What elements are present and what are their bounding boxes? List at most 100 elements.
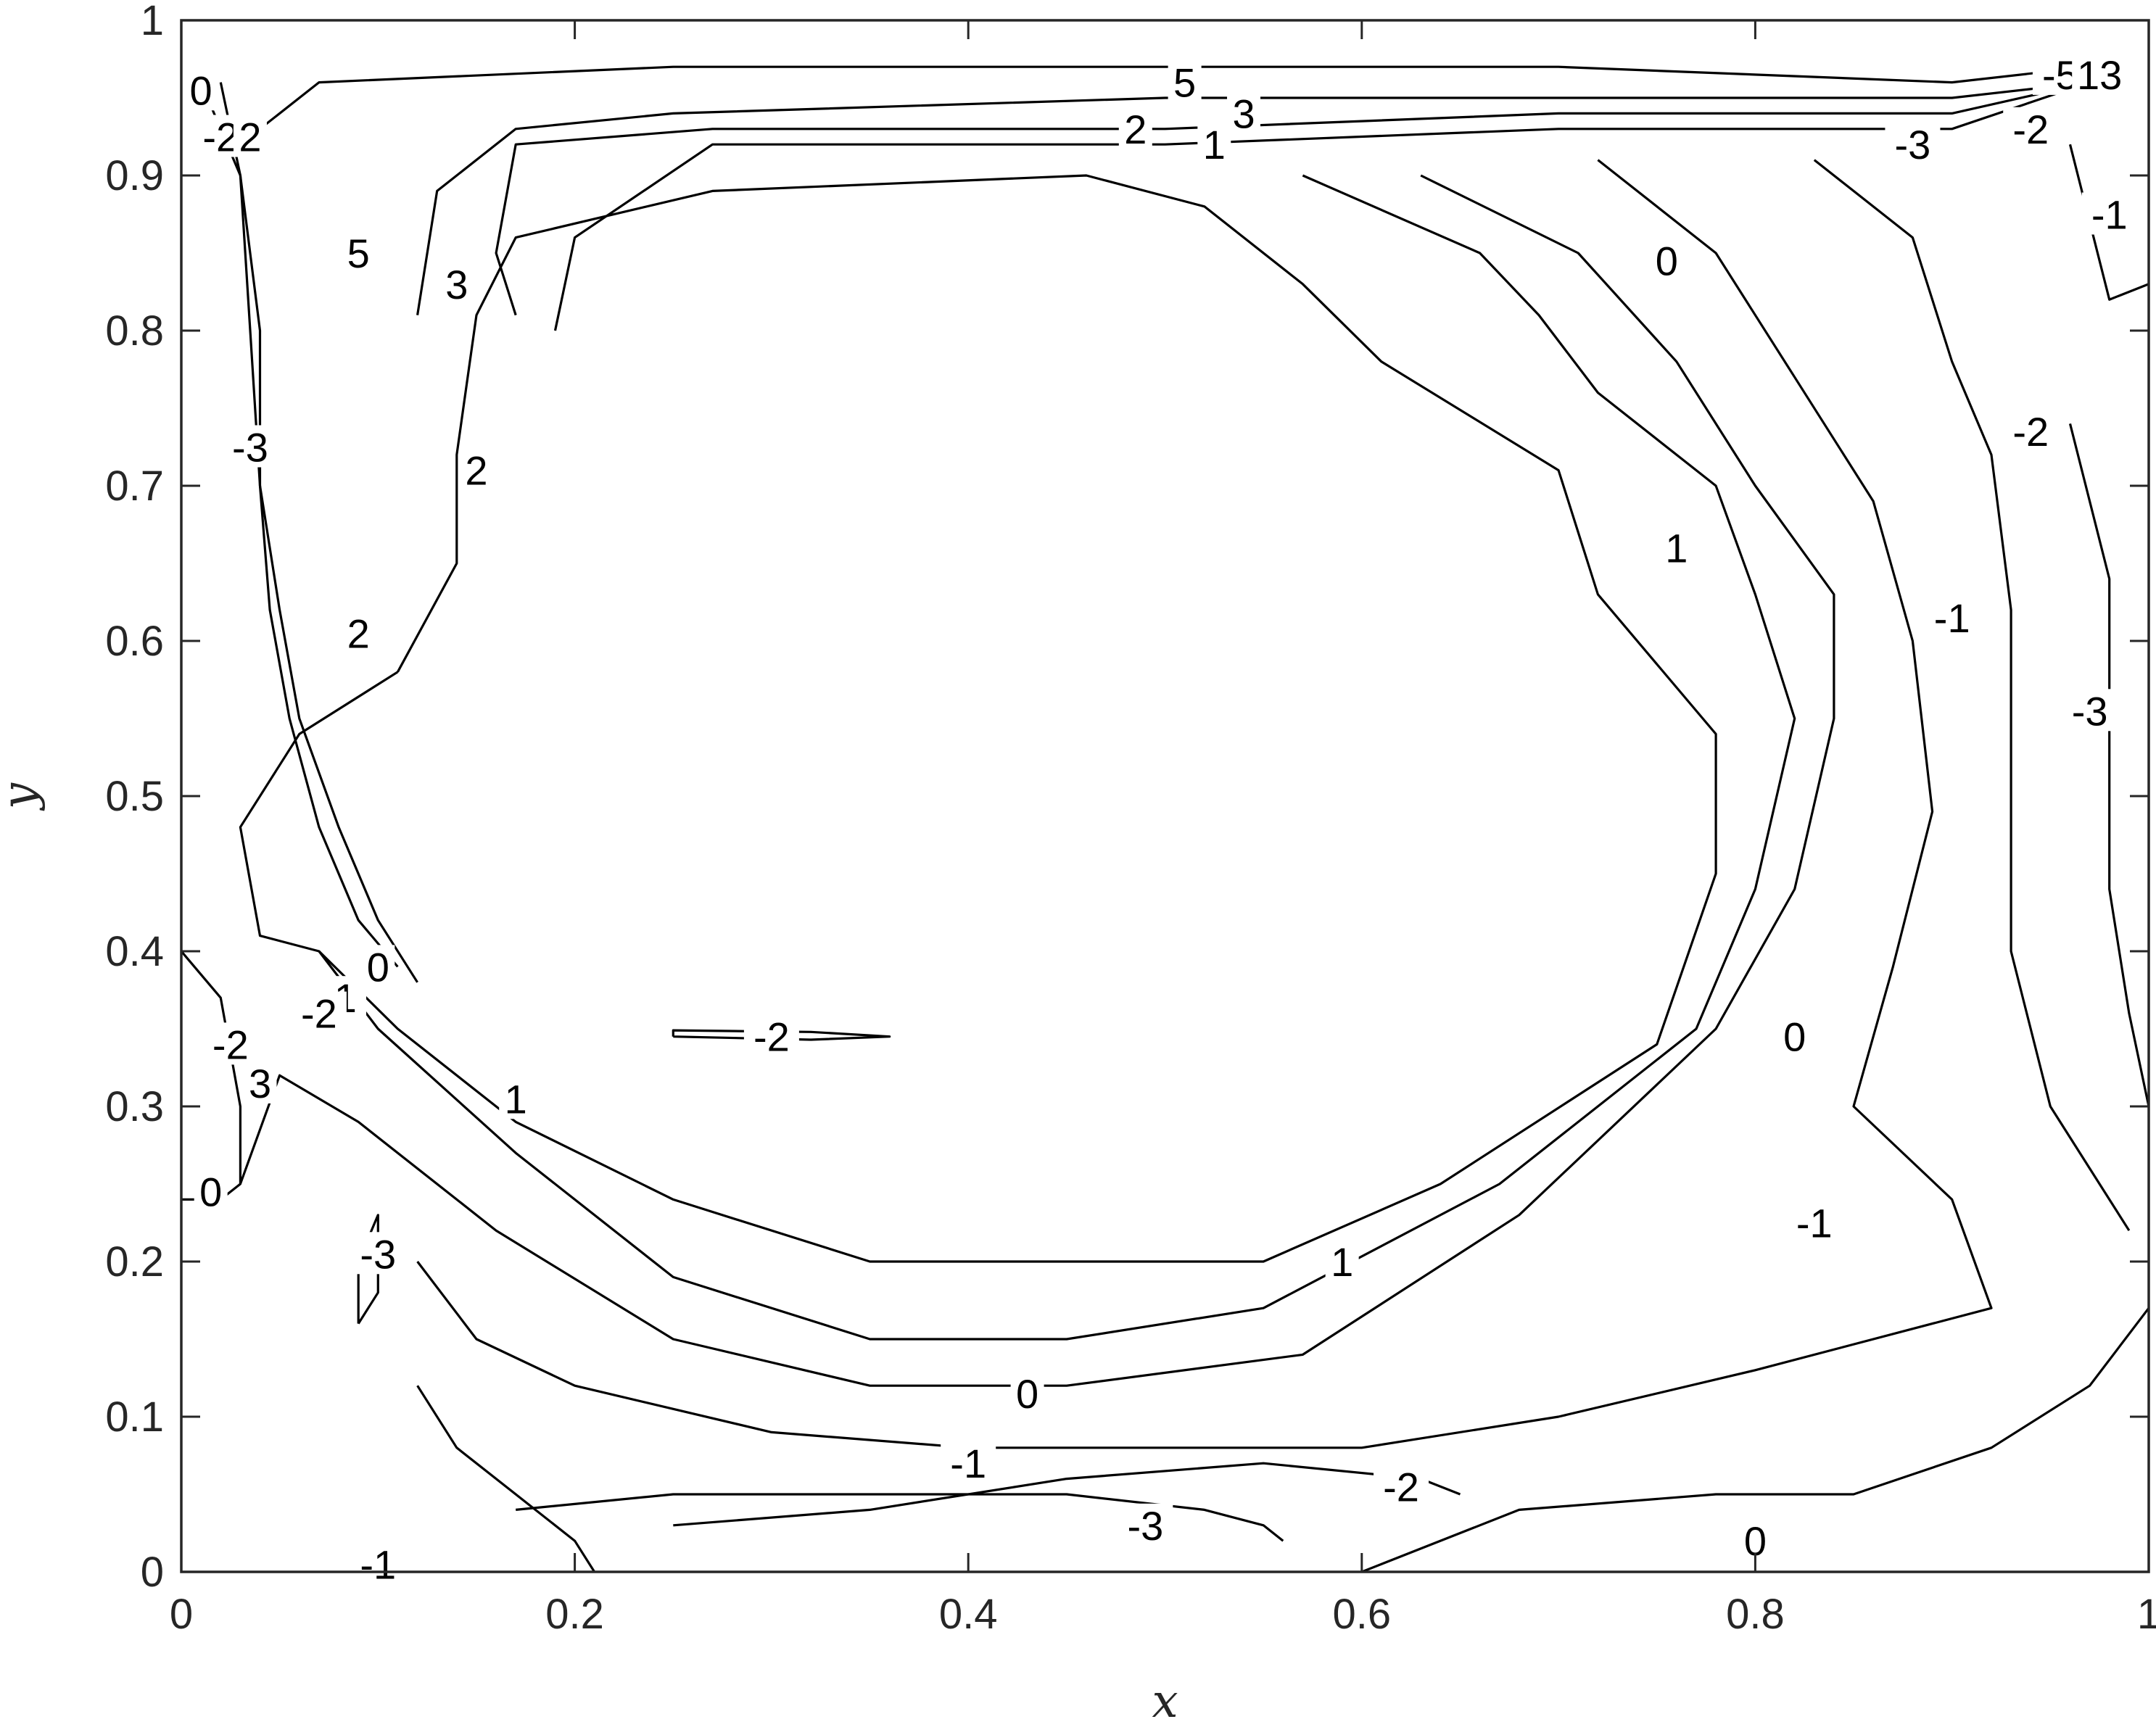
contour-level-label: -1	[2091, 192, 2128, 238]
contour-label-background	[743, 1014, 799, 1057]
contour-label-background	[1885, 123, 1941, 165]
contour-level-label: 3	[445, 262, 468, 307]
contour-level-label: 5	[1173, 60, 1196, 106]
contour-label-background	[1786, 1201, 1842, 1243]
contour-level-label: -3	[1895, 122, 1931, 167]
contour-level-label: 13	[2077, 52, 2122, 98]
y-tick-label: 0.9	[105, 152, 164, 199]
x-tick-label: 0.6	[1332, 1591, 1391, 1638]
contour-line	[495, 81, 2090, 316]
contour-level-label: 2	[465, 448, 487, 494]
contour-level-label: 0	[1016, 1371, 1038, 1417]
contour-line	[239, 174, 1835, 1387]
contour-level-label: 1	[1331, 1239, 1353, 1285]
x-tick-label: 0.2	[545, 1591, 604, 1638]
contour-level-label: -2	[1383, 1464, 1419, 1510]
contour-label-background	[1325, 1240, 1359, 1282]
y-tick-label: 0.2	[105, 1238, 164, 1285]
contour-label-background	[2003, 107, 2059, 149]
contour-level-label: -2	[753, 1014, 790, 1060]
contour-level-label: 1	[1203, 122, 1226, 167]
contour-level-label: -3	[360, 1231, 396, 1277]
x-tick-label: 1	[2137, 1591, 2156, 1638]
contour-line	[357, 1214, 379, 1325]
contour-line	[1813, 159, 2131, 1232]
contour-line	[259, 65, 2090, 131]
x-tick-label: 0	[170, 1591, 193, 1638]
contour-label-background	[2072, 52, 2128, 95]
contour-label-background	[2003, 410, 2059, 452]
contour-level-label: 1	[505, 1076, 527, 1122]
contour-line	[516, 1493, 1284, 1542]
contour-label-background	[1010, 1371, 1044, 1414]
contour-level-label: -2	[301, 991, 337, 1037]
contour-line	[553, 81, 2091, 331]
contour-level-label: 2	[1124, 107, 1147, 152]
contour-label-background	[350, 1542, 406, 1585]
contour-level-label: -2	[2012, 107, 2049, 152]
contour-level-label: -3	[232, 425, 268, 471]
contour-label-background	[291, 991, 347, 1034]
contour-level-label: 0	[367, 944, 389, 990]
contour-label-background	[342, 231, 376, 273]
contour-level-label: -3	[2072, 688, 2108, 734]
contour-line	[2068, 423, 2150, 1107]
contour-label-background	[1924, 595, 1980, 638]
y-tick-label: 1	[141, 0, 164, 44]
contour-label-background	[1118, 107, 1152, 149]
contour-label-background	[233, 115, 267, 157]
contour-line	[416, 81, 2090, 315]
contour-label-background	[243, 1061, 277, 1103]
contour-label-background	[184, 68, 218, 111]
contour-line	[2068, 144, 2149, 301]
contour-label-background	[1227, 91, 1261, 134]
contour-level-label: -1	[950, 1441, 986, 1486]
x-axis-label: x	[1152, 1675, 1178, 1728]
contour-level-label: -2	[212, 1022, 249, 1067]
y-axis-label: y	[0, 782, 46, 811]
contour-label-background	[2062, 689, 2118, 732]
contour-level-label: -3	[1127, 1503, 1163, 1549]
contour-line	[199, 81, 399, 968]
contour-label-background	[1374, 1465, 1429, 1507]
contour-label-background	[2081, 192, 2137, 235]
contour-line	[416, 159, 1993, 1449]
contour-label-background	[1118, 1503, 1173, 1546]
contour-label-background	[499, 1077, 533, 1119]
contour-level-label: 1	[1665, 526, 1688, 571]
y-tick-label: 0.7	[105, 463, 164, 510]
contour-label-background	[439, 262, 474, 305]
contour-level-label: -2	[202, 115, 239, 160]
axis-ticks: 0 0.2 0.4 0.6 0.8 100.10.20.30.40.50.60.70.80…	[105, 0, 2156, 1638]
contour-level-label: 3	[249, 1061, 271, 1106]
contour-label-background	[202, 1022, 258, 1065]
contour-level-label: 2	[347, 610, 370, 656]
contour-label-background	[1197, 123, 1231, 165]
contour-label-background	[361, 945, 395, 987]
contour-line	[318, 174, 1796, 1341]
contour-level-label: 5	[347, 231, 370, 276]
contour-level-label: 0	[1656, 239, 1678, 284]
contour-level-label: 0	[1783, 1014, 1806, 1060]
contour-line	[219, 82, 418, 983]
contour-level-label: -1	[360, 1541, 396, 1587]
y-tick-label: 0.4	[105, 928, 164, 975]
contour-label-background	[1168, 60, 1202, 103]
contour-label-background	[1659, 526, 1693, 568]
contour-level-label: 0	[190, 67, 212, 113]
contour-line	[416, 1385, 596, 1573]
y-tick-label: 0.1	[105, 1394, 164, 1441]
contour-label-background	[1650, 239, 1684, 281]
contour-label-background	[350, 1232, 406, 1275]
contour-level-label: -1	[1796, 1201, 1833, 1246]
contour-level-label: -1	[1934, 595, 1970, 641]
contour-label-background	[1777, 1014, 1812, 1057]
contour-label-background	[941, 1441, 996, 1484]
y-tick-label: 0.8	[105, 307, 164, 355]
y-tick-label: 0	[141, 1549, 164, 1596]
x-tick-label: 0.4	[939, 1591, 998, 1638]
contour-label-background	[459, 448, 493, 491]
contour-label-background	[194, 1169, 228, 1212]
